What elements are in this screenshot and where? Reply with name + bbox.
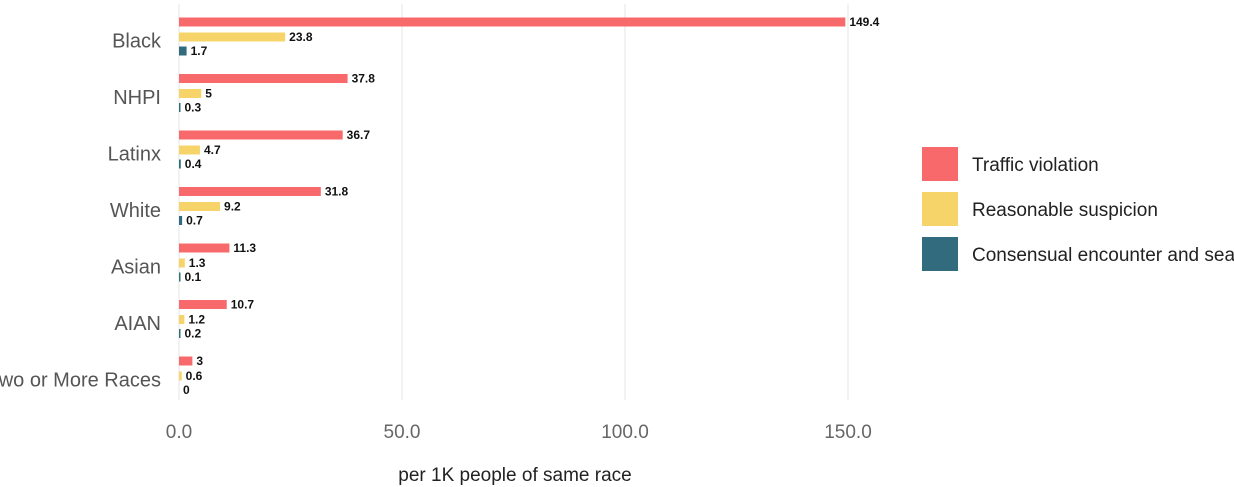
- bar-traffic-violation: [179, 300, 227, 309]
- bar-consensual-encounter-and-search: [179, 272, 181, 282]
- bar-consensual-encounter-and-search: [179, 216, 183, 225]
- data-label: 149.4: [849, 15, 879, 29]
- bar-reasonable-suspicion: [179, 202, 221, 211]
- data-label: 0.6: [186, 369, 203, 383]
- data-label: 1.3: [189, 256, 206, 270]
- data-label: 9.2: [224, 200, 241, 214]
- category-label: Two or More Races: [0, 370, 161, 392]
- data-label: 4.7: [204, 143, 221, 157]
- legend-swatch: [922, 147, 958, 181]
- bar-consensual-encounter-and-search: [179, 159, 181, 169]
- bar-consensual-encounter-and-search: [179, 46, 187, 56]
- x-tick-label: 100.0: [601, 422, 649, 443]
- x-tick-labels: 0.0 50.0 100.0 150.0: [166, 422, 872, 443]
- gridlines: [178, 4, 849, 400]
- legend-label: Consensual encounter and search: [972, 245, 1234, 266]
- x-tick-label: 150.0: [824, 422, 872, 443]
- value-labels: 149.4 37.8 36.7 31.8 11.3 10.7 3 23.8 5 4.7 9.2 1.3…: [183, 15, 880, 397]
- bars: [179, 17, 846, 381]
- data-label: 0.2: [185, 327, 202, 341]
- data-label: 5: [205, 87, 212, 101]
- bar-traffic-violation: [179, 130, 343, 140]
- data-label: 0.1: [185, 270, 202, 284]
- data-label: 1.2: [188, 313, 205, 327]
- data-label: 0.3: [185, 101, 202, 115]
- bar-reasonable-suspicion: [179, 371, 182, 381]
- bar-reasonable-suspicion: [179, 32, 286, 42]
- category-label: NHPI: [113, 87, 161, 109]
- category-label: Latinx: [108, 144, 161, 166]
- data-label: 23.8: [289, 30, 313, 44]
- bar-consensual-encounter-and-search: [179, 103, 181, 112]
- data-label: 3: [196, 354, 203, 368]
- legend-swatch: [922, 192, 958, 226]
- data-label: 31.8: [325, 185, 349, 199]
- bar-reasonable-suspicion: [179, 315, 185, 324]
- data-label: 0.4: [185, 157, 202, 171]
- x-axis-title: per 1K people of same race: [398, 465, 631, 486]
- legend-label: Reasonable suspicion: [972, 200, 1158, 221]
- category-label: Black: [112, 31, 162, 53]
- category-labels: Black NHPI Latinx White Asian AIAN Two or More…: [0, 31, 162, 392]
- legend-swatch: [922, 237, 958, 271]
- x-tick-label: 50.0: [384, 422, 421, 443]
- data-label: 36.7: [347, 128, 371, 142]
- category-label: Asian: [111, 257, 161, 279]
- data-label: 0.7: [186, 214, 203, 228]
- data-label: 10.7: [231, 298, 255, 312]
- legend: Traffic violation Reasonable suspicion Con…: [922, 147, 1234, 271]
- data-label: 11.3: [233, 241, 256, 255]
- category-label: White: [110, 200, 161, 222]
- bar-traffic-violation: [179, 356, 193, 366]
- bar-reasonable-suspicion: [179, 145, 200, 155]
- bar-reasonable-suspicion: [179, 89, 202, 98]
- data-label: 37.8: [352, 72, 376, 86]
- bar-traffic-violation: [179, 243, 230, 253]
- bar-traffic-violation: [179, 74, 348, 83]
- bar-traffic-violation: [179, 187, 321, 196]
- bar-reasonable-suspicion: [179, 258, 185, 268]
- bar-consensual-encounter-and-search: [179, 329, 181, 338]
- data-label: 0: [183, 383, 190, 397]
- category-label: AIAN: [114, 313, 161, 335]
- x-tick-label: 0.0: [166, 422, 192, 443]
- bar-traffic-violation: [179, 17, 846, 27]
- data-label: 1.7: [191, 44, 208, 58]
- legend-label: Traffic violation: [972, 155, 1099, 176]
